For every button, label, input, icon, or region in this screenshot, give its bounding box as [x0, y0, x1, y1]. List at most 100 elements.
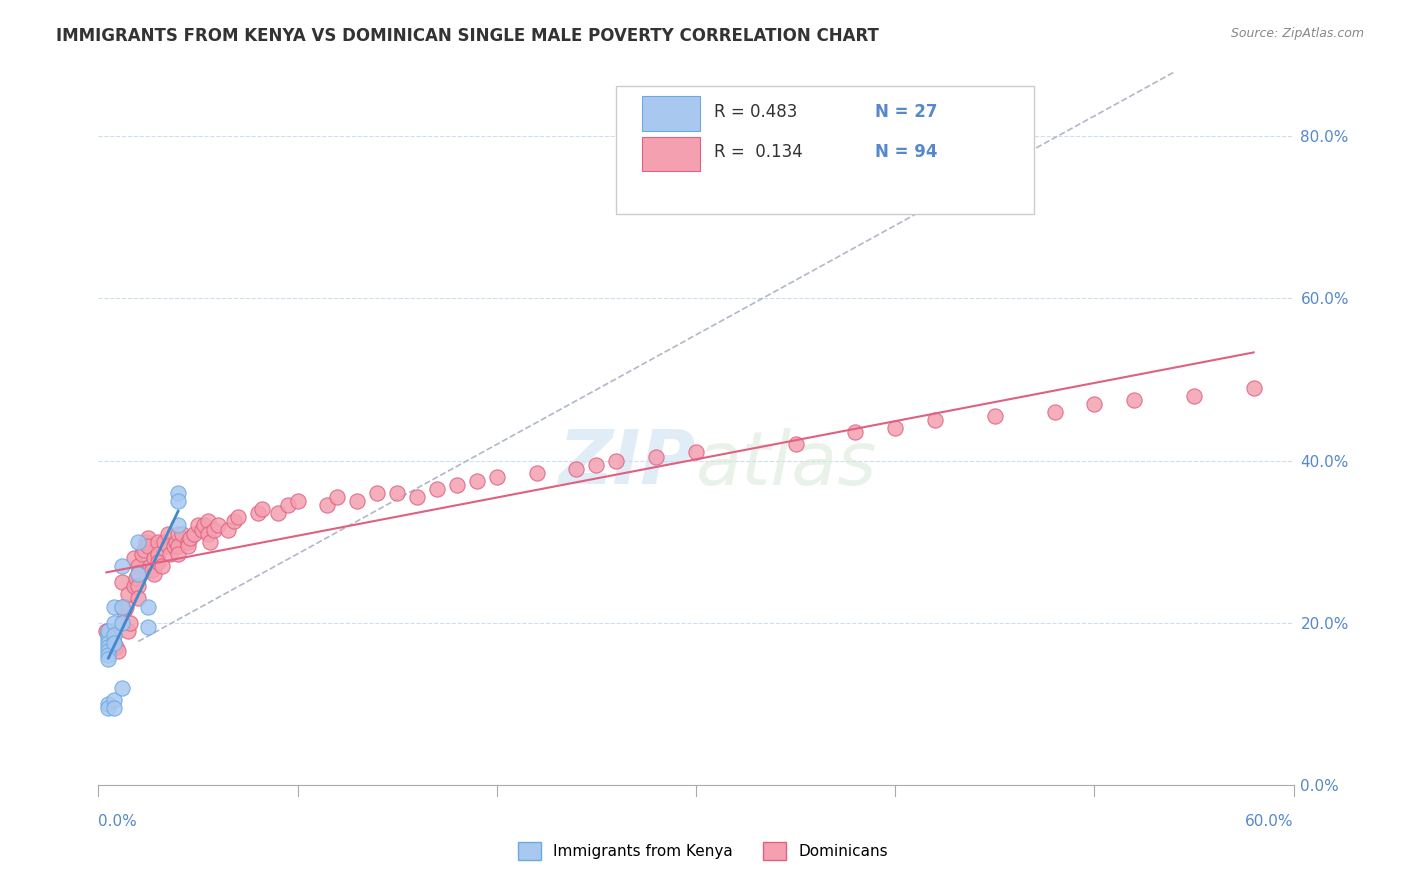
Point [148, 555, 170, 569]
Point [197, 515, 219, 529]
Point [426, 482, 449, 496]
Point [1123, 392, 1146, 407]
Point [565, 461, 588, 475]
Point [115, 599, 138, 614]
Point [141, 563, 163, 577]
Point [107, 644, 129, 658]
Point [120, 615, 142, 630]
Point [117, 587, 139, 601]
Point [1043, 405, 1066, 419]
Point [136, 599, 159, 614]
Point [127, 534, 149, 549]
Point [97, 632, 120, 646]
Point [127, 559, 149, 574]
Point [103, 693, 125, 707]
Point [1243, 381, 1265, 395]
FancyBboxPatch shape [643, 137, 700, 171]
Point [222, 515, 245, 529]
Point [250, 502, 273, 516]
Point [167, 547, 190, 561]
Point [226, 510, 249, 524]
Point [117, 624, 139, 638]
Point [316, 498, 339, 512]
Point [924, 413, 946, 427]
Point [136, 531, 159, 545]
Legend: Immigrants from Kenya, Dominicans: Immigrants from Kenya, Dominicans [512, 836, 894, 866]
Point [167, 486, 190, 500]
Text: 60.0%: 60.0% [1246, 814, 1294, 829]
Point [685, 445, 707, 459]
Point [246, 506, 269, 520]
Point [103, 636, 125, 650]
Point [97, 628, 120, 642]
Text: N = 27: N = 27 [875, 103, 938, 121]
Point [385, 486, 409, 500]
Point [485, 470, 508, 484]
Point [103, 636, 125, 650]
Point [177, 534, 200, 549]
Point [103, 615, 125, 630]
Point [143, 567, 166, 582]
Point [111, 599, 134, 614]
Point [1182, 389, 1205, 403]
Point [585, 458, 607, 472]
Point [135, 534, 157, 549]
Point [103, 628, 125, 642]
Point [153, 534, 176, 549]
Point [326, 490, 349, 504]
Point [526, 466, 548, 480]
Point [157, 526, 180, 541]
Point [1083, 397, 1105, 411]
Point [143, 550, 166, 565]
Point [366, 486, 388, 500]
Point [97, 624, 120, 638]
Point [406, 490, 429, 504]
Point [183, 526, 205, 541]
Point [167, 518, 190, 533]
Point [287, 494, 309, 508]
Point [346, 494, 368, 508]
Point [97, 701, 120, 715]
Point [884, 421, 907, 435]
Point [605, 453, 627, 467]
Point [207, 518, 229, 533]
FancyBboxPatch shape [616, 86, 1035, 214]
Point [103, 599, 125, 614]
Point [167, 526, 190, 541]
Point [197, 526, 219, 541]
Point [127, 579, 149, 593]
Point [645, 450, 668, 464]
Point [100, 628, 122, 642]
Point [136, 539, 159, 553]
Point [97, 697, 120, 711]
Point [127, 567, 149, 582]
Point [191, 523, 214, 537]
Point [150, 559, 173, 574]
Point [465, 474, 488, 488]
Point [97, 648, 120, 663]
Point [198, 534, 221, 549]
Point [111, 681, 134, 695]
FancyBboxPatch shape [643, 96, 700, 130]
Text: R =  0.134: R = 0.134 [714, 143, 803, 161]
Point [105, 640, 128, 654]
Point [111, 575, 134, 590]
Point [159, 547, 181, 561]
Point [96, 624, 118, 638]
Point [101, 632, 124, 646]
Point [97, 652, 120, 666]
Point [139, 559, 162, 574]
Point [277, 498, 299, 512]
Text: 0.0%: 0.0% [98, 814, 138, 829]
Point [111, 615, 134, 630]
Point [103, 628, 125, 642]
Point [984, 409, 1007, 423]
Point [217, 523, 239, 537]
Point [97, 644, 120, 658]
Point [97, 624, 120, 638]
Point [134, 542, 156, 557]
Text: IMMIGRANTS FROM KENYA VS DOMINICAN SINGLE MALE POVERTY CORRELATION CHART: IMMIGRANTS FROM KENYA VS DOMINICAN SINGL… [56, 27, 879, 45]
Point [165, 534, 187, 549]
Point [157, 539, 180, 553]
Point [187, 518, 209, 533]
